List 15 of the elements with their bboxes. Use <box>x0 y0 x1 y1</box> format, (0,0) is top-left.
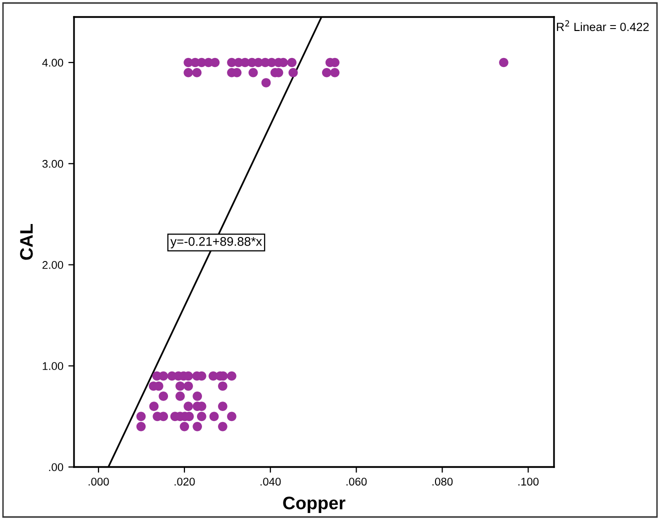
x-tick-label: .040 <box>260 478 281 486</box>
y-axis-title: CAL <box>20 224 33 260</box>
x-tick-label: .020 <box>174 478 195 486</box>
y-tick-label: 2.00 <box>42 261 64 269</box>
y-tick-label: 4.00 <box>42 58 64 67</box>
x-tick-label: .100 <box>518 478 539 486</box>
y-tick-label: .00 <box>49 463 64 472</box>
y-tick-label: 3.00 <box>42 160 64 168</box>
x-tick-label: .000 <box>88 478 109 486</box>
x-axis-title: Copper <box>283 496 346 513</box>
y-tick-label: 1.00 <box>42 362 64 370</box>
annotation: y=-0.21+89.88*x <box>170 237 262 248</box>
x-tick-label: .080 <box>432 478 453 486</box>
x-tick-label: .060 <box>346 478 367 486</box>
text: R$^{2}$ Linear = 0.422 <box>556 20 649 32</box>
